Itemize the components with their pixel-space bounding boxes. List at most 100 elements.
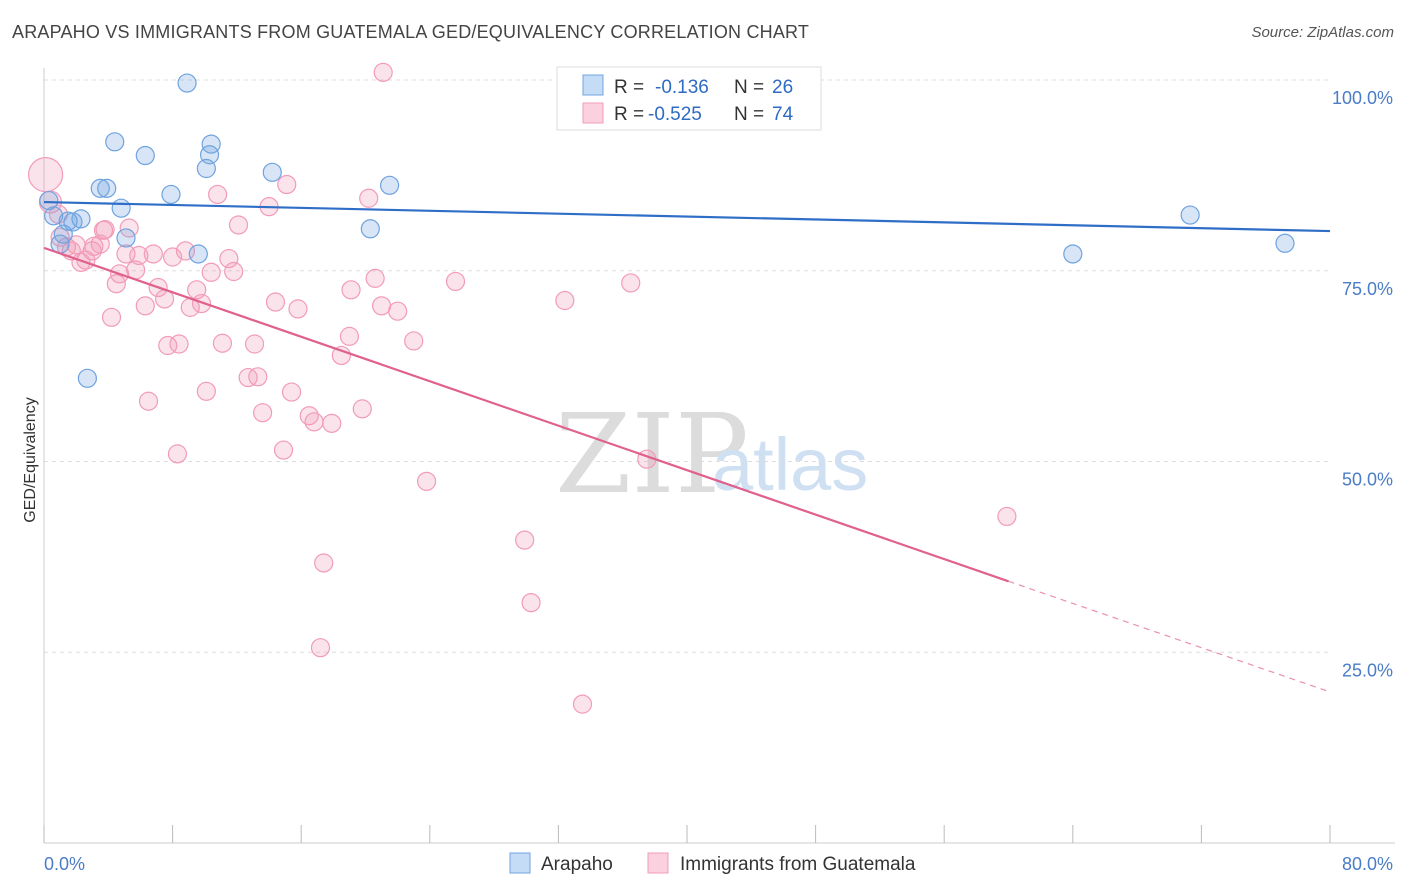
arapaho-point-23 — [1063, 244, 1083, 264]
axes — [43, 68, 1395, 844]
guatemala-point-56 — [331, 345, 351, 366]
arapaho-point-24 — [1180, 205, 1200, 225]
guatemala-point-33 — [191, 293, 212, 314]
arapaho-point-10 — [111, 198, 131, 218]
legend-r-value-guatemala: -0.525 — [648, 104, 702, 125]
guatemala-point-28 — [167, 444, 188, 464]
guatemala-point-66 — [416, 471, 437, 491]
legend-n-value-arapaho: 26 — [772, 77, 793, 98]
guatemala-point-63 — [373, 62, 393, 82]
guatemala-point-23 — [143, 244, 163, 264]
bottom-legend-label-arapaho: Arapaho — [541, 854, 613, 875]
guatemala-point-60 — [359, 188, 379, 208]
arapaho-point-21 — [380, 175, 400, 195]
bottom-legend-swatch-arapaho — [509, 852, 531, 874]
arapaho-point-22 — [53, 224, 73, 244]
source-label: Source: ZipAtlas.com — [1251, 24, 1394, 41]
watermark-zip: ZIP — [555, 390, 749, 518]
guatemala-point-3 — [50, 227, 70, 247]
guatemala-point-65 — [404, 331, 424, 351]
arapaho-points — [39, 73, 1295, 388]
guatemala-point-43 — [248, 367, 268, 387]
guatemala-point-59 — [352, 399, 372, 419]
guatemala-point-0 — [28, 157, 64, 193]
arapaho-point-7 — [90, 178, 110, 198]
series-legend: Arapaho Immigrants from Guatemala — [509, 852, 916, 875]
legend-r-label-arapaho: R = — [614, 77, 644, 98]
arapaho-point-9 — [105, 132, 125, 152]
guatemala-point-61 — [365, 268, 385, 288]
legend-n-label-guatemala: N = — [734, 104, 764, 125]
guatemala-point-29 — [169, 334, 189, 354]
y-axis-label: GED/Equivalency — [22, 397, 39, 522]
guatemala-point-64 — [388, 301, 408, 321]
guatemala-point-62 — [371, 296, 392, 316]
guatemala-point-37 — [212, 333, 233, 353]
y-tick-label-25: 25.0% — [1342, 660, 1393, 680]
arapaho-point-20 — [360, 219, 380, 239]
immigrants-guatemala-points — [28, 62, 1017, 714]
guatemala-point-14 — [101, 307, 122, 327]
x-tick-label-min: 0.0% — [44, 854, 85, 874]
legend-r-value-arapaho: -0.136 — [655, 77, 709, 98]
watermark-atlas: atlas — [712, 423, 868, 506]
arapaho-point-15 — [188, 244, 208, 264]
y-tick-labels: 25.0% 50.0% 75.0% 100.0% — [1332, 88, 1393, 680]
guatemala-point-53 — [310, 638, 331, 658]
guatemala-point-57 — [339, 326, 360, 346]
guatemala-point-54 — [314, 553, 334, 573]
legend-swatch-arapaho — [582, 74, 604, 96]
arapaho-point-19 — [262, 162, 282, 182]
guatemala-point-20 — [129, 245, 149, 266]
grid — [44, 79, 1330, 653]
guatemala-point-47 — [273, 440, 294, 460]
guatemala-point-69 — [521, 593, 541, 613]
chart-title: ARAPAHO VS IMMIGRANTS FROM GUATEMALA GED… — [12, 22, 810, 42]
arapaho-point-13 — [161, 184, 181, 205]
legend-n-value-guatemala: 74 — [772, 104, 794, 125]
guatemala-point-49 — [281, 382, 302, 402]
y-tick-label-50: 50.0% — [1342, 470, 1393, 490]
guatemala-point-44 — [253, 403, 273, 423]
guatemala-point-36 — [208, 184, 228, 205]
x-tick-labels: 0.0% 80.0% — [44, 854, 1393, 874]
guatemala-point-58 — [341, 280, 361, 300]
arapaho-point-8 — [97, 178, 117, 198]
arapaho-point-25 — [1275, 233, 1295, 253]
x-tick-label-max: 80.0% — [1342, 854, 1393, 874]
guatemala-point-21 — [135, 296, 155, 316]
guatemala-point-41 — [238, 367, 258, 388]
guatemala-point-55 — [322, 413, 342, 433]
guatemala-point-35 — [201, 262, 221, 282]
arapaho-point-12 — [135, 145, 155, 166]
watermark: ZIP atlas — [555, 390, 868, 518]
guatemala-point-67 — [445, 271, 466, 292]
guatemala-point-12 — [93, 220, 114, 240]
guatemala-trendline-extension — [1008, 580, 1331, 693]
guatemala-point-40 — [228, 215, 249, 235]
guatemala-point-50 — [288, 299, 308, 319]
y-tick-label-100: 100.0% — [1332, 88, 1393, 108]
arapaho-point-6 — [77, 368, 98, 388]
y-tick-label-75: 75.0% — [1342, 279, 1393, 299]
guatemala-trendline — [43, 246, 1009, 583]
legend-n-label-arapaho: N = — [734, 77, 764, 98]
arapaho-point-11 — [116, 228, 136, 248]
guatemala-point-46 — [265, 292, 286, 312]
trendlines — [43, 200, 1331, 693]
guatemala-point-22 — [138, 391, 159, 411]
bottom-legend-label-guatemala: Immigrants from Guatemala — [680, 854, 916, 875]
legend-swatch-guatemala — [582, 102, 604, 124]
legend-r-label-guatemala: R = — [614, 104, 644, 125]
guatemala-point-71 — [572, 694, 593, 714]
guatemala-point-52 — [304, 412, 324, 432]
arapaho-point-0 — [39, 190, 59, 211]
guatemala-point-48 — [277, 174, 297, 195]
guatemala-point-13 — [95, 219, 115, 240]
arapaho-point-5 — [71, 209, 91, 229]
guatemala-point-74 — [997, 506, 1017, 527]
guatemala-point-70 — [555, 290, 575, 311]
guatemala-point-72 — [621, 273, 641, 293]
guatemala-point-42 — [244, 334, 265, 354]
